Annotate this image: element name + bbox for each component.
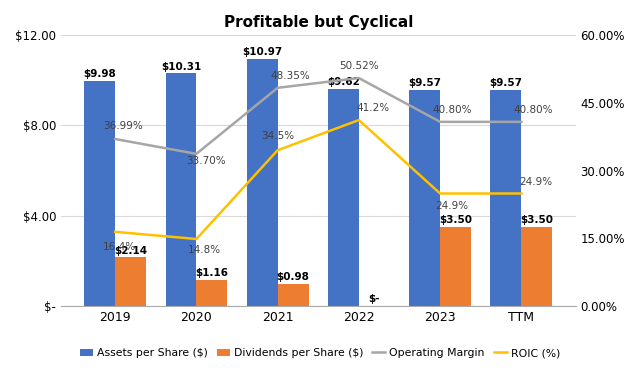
Bar <box>247 59 278 306</box>
Text: 36.99%: 36.99% <box>103 121 143 131</box>
Text: $3.50: $3.50 <box>520 215 554 225</box>
Bar <box>278 284 308 306</box>
Text: $9.57: $9.57 <box>408 78 441 88</box>
Text: 34.5%: 34.5% <box>261 131 294 141</box>
Bar <box>328 89 359 306</box>
Bar <box>166 73 196 306</box>
Text: $3.50: $3.50 <box>439 215 472 225</box>
Bar <box>440 227 471 306</box>
Title: Profitable but Cyclical: Profitable but Cyclical <box>223 15 413 30</box>
Bar <box>522 227 552 306</box>
Text: 40.80%: 40.80% <box>433 105 472 115</box>
Legend: Assets per Share ($), Dividends per Share ($), Operating Margin, ROIC (%): Assets per Share ($), Dividends per Shar… <box>76 344 564 362</box>
Text: 41.2%: 41.2% <box>357 103 390 113</box>
Bar <box>196 280 227 306</box>
Text: $9.98: $9.98 <box>83 69 116 79</box>
Text: $0.98: $0.98 <box>276 272 310 282</box>
Bar <box>490 90 522 306</box>
Text: 50.52%: 50.52% <box>339 61 379 71</box>
Bar <box>84 81 115 306</box>
Text: $9.57: $9.57 <box>490 78 522 88</box>
Text: $10.31: $10.31 <box>161 61 201 72</box>
Text: 14.8%: 14.8% <box>188 245 221 255</box>
Text: $2.14: $2.14 <box>114 246 147 256</box>
Bar <box>115 258 146 306</box>
Text: 24.9%: 24.9% <box>520 177 552 187</box>
Text: 40.80%: 40.80% <box>514 105 554 115</box>
Bar <box>409 90 440 306</box>
Text: 24.9%: 24.9% <box>436 201 469 210</box>
Text: $1.16: $1.16 <box>195 268 228 278</box>
Text: 33.70%: 33.70% <box>187 156 227 166</box>
Text: 16.4%: 16.4% <box>103 242 136 252</box>
Text: $10.97: $10.97 <box>242 47 282 57</box>
Text: $9.62: $9.62 <box>327 77 360 87</box>
Text: $-: $- <box>369 294 380 304</box>
Text: 48.35%: 48.35% <box>270 71 310 81</box>
